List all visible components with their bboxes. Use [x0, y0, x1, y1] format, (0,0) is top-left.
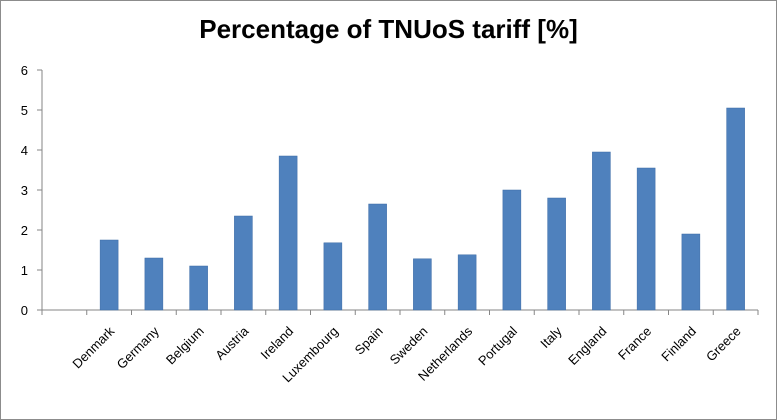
bar-italy — [547, 197, 566, 311]
bar-germany — [144, 257, 164, 311]
y-tick-label: 3 — [21, 183, 28, 198]
bar-luxembourg — [323, 242, 343, 311]
y-tick-label: 1 — [21, 263, 28, 278]
y-tick-label: 4 — [21, 143, 28, 158]
x-tick-label: Italy — [537, 323, 565, 351]
bar-sweden — [413, 258, 432, 311]
bar-spain — [368, 203, 387, 311]
bar-greece — [726, 107, 745, 311]
x-tick-label: Germany — [114, 323, 163, 372]
y-tick-label: 2 — [21, 223, 28, 238]
y-tick-label: 6 — [21, 63, 28, 78]
bar-austria — [234, 215, 253, 311]
x-tick-label: England — [565, 324, 609, 368]
y-tick-label: 5 — [21, 103, 28, 118]
chart-title: Percentage of TNUoS tariff [%] — [199, 14, 578, 44]
bar-france — [636, 167, 656, 311]
x-tick-label: Spain — [352, 324, 386, 358]
x-tick-label: Ireland — [258, 324, 297, 363]
x-tick-label: Denmark — [69, 323, 117, 371]
bar-portugal — [502, 189, 522, 311]
x-tick-label: Portugal — [475, 323, 520, 368]
x-tick-label: Belgium — [163, 324, 207, 368]
x-tick-label: Finland — [658, 324, 699, 365]
y-tick-label: 0 — [21, 303, 28, 318]
bars — [99, 107, 745, 311]
bar-england — [592, 151, 611, 311]
bar-ireland — [278, 155, 298, 311]
x-tick-label: Austria — [212, 323, 252, 363]
bar-belgium — [189, 265, 208, 311]
y-axis: 0 1 2 3 4 5 6 — [21, 63, 43, 318]
x-tick-label: France — [615, 324, 654, 363]
bar-finland — [681, 233, 701, 311]
bar-netherlands — [457, 254, 477, 311]
x-axis — [41, 309, 759, 315]
x-tick-label: Greece — [703, 324, 744, 365]
x-tick-label: Sweden — [387, 324, 431, 368]
bar-denmark — [99, 239, 119, 311]
